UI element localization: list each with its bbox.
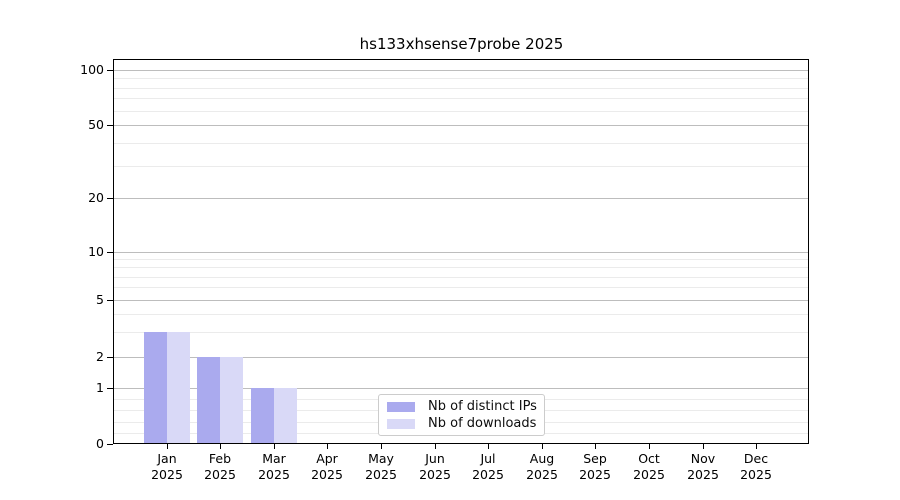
x-tick-label: Feb 2025 <box>190 451 250 482</box>
x-tick <box>167 444 168 449</box>
x-tick-label-month: Dec <box>743 451 769 466</box>
y-tick <box>107 444 113 445</box>
y-tick-label: 20 <box>88 190 104 205</box>
y-gridline-minor <box>114 332 809 333</box>
y-gridline-major <box>114 252 809 253</box>
x-tick-label-month: Oct <box>638 451 660 466</box>
x-tick <box>756 444 757 449</box>
x-tick <box>542 444 543 449</box>
x-tick-label-year: 2025 <box>472 466 504 482</box>
x-tick <box>488 444 489 449</box>
legend-swatch <box>387 401 415 412</box>
x-tick <box>274 444 275 449</box>
y-gridline-major <box>114 388 809 389</box>
y-tick-label: 2 <box>96 349 104 364</box>
bar-distinct-ips <box>144 332 167 444</box>
y-tick <box>107 300 113 301</box>
x-tick-label-year: 2025 <box>311 466 343 482</box>
x-tick <box>595 444 596 449</box>
y-tick <box>107 70 113 71</box>
x-tick-label-year: 2025 <box>151 466 183 482</box>
legend-swatch <box>387 418 415 429</box>
x-tick-label: Mar 2025 <box>244 451 304 482</box>
x-tick-label-year: 2025 <box>419 466 451 482</box>
y-tick <box>107 252 113 253</box>
x-tick <box>649 444 650 449</box>
legend-item-label: Nb of downloads <box>428 416 537 431</box>
bar-distinct-ips <box>251 388 274 444</box>
x-tick-label: Aug 2025 <box>512 451 572 482</box>
x-tick-label: Nov 2025 <box>673 451 733 482</box>
x-tick-label-year: 2025 <box>258 466 290 482</box>
x-tick-label-month: Sep <box>583 451 607 466</box>
x-tick-label: Oct 2025 <box>619 451 679 482</box>
x-tick-label: Apr 2025 <box>297 451 357 482</box>
y-gridline-minor <box>114 98 809 99</box>
y-gridline-minor <box>114 314 809 315</box>
legend-item: Nb of downloads <box>387 416 536 431</box>
y-gridline-major <box>114 70 809 71</box>
x-tick-label-month: Mar <box>262 451 286 466</box>
x-tick <box>381 444 382 449</box>
legend-item-label: Nb of distinct IPs <box>428 399 537 414</box>
x-tick-label: Dec 2025 <box>726 451 786 482</box>
x-tick-label-year: 2025 <box>740 466 772 482</box>
y-tick <box>107 198 113 199</box>
x-tick <box>435 444 436 449</box>
x-tick-label-month: Jun <box>425 451 445 466</box>
x-tick-label: Jan 2025 <box>137 451 197 482</box>
x-tick <box>220 444 221 449</box>
y-gridline-minor <box>114 277 809 278</box>
plot-area <box>113 59 809 444</box>
y-gridline-minor <box>114 143 809 144</box>
bar-downloads <box>167 332 190 444</box>
y-gridline-minor <box>114 259 809 260</box>
x-tick-label-year: 2025 <box>204 466 236 482</box>
x-tick-label: Jul 2025 <box>458 451 518 482</box>
x-tick-label-year: 2025 <box>687 466 719 482</box>
chart-title: hs133xhsense7probe 2025 <box>359 35 564 53</box>
x-tick-label-year: 2025 <box>526 466 558 482</box>
x-tick-label-month: Feb <box>208 451 232 466</box>
legend: Nb of distinct IPs Nb of downloads <box>378 394 545 436</box>
x-tick-label-month: Jan <box>157 451 177 466</box>
y-tick-label: 5 <box>96 292 104 307</box>
y-tick-label: 0 <box>96 436 104 451</box>
x-tick <box>703 444 704 449</box>
y-gridline-major <box>114 198 809 199</box>
x-tick-label-year: 2025 <box>633 466 665 482</box>
y-gridline-major <box>114 300 809 301</box>
y-gridline-minor <box>114 287 809 288</box>
x-tick-label-month: Jul <box>480 451 496 466</box>
bar-downloads <box>220 357 243 444</box>
x-tick-label: Sep 2025 <box>565 451 625 482</box>
y-gridline-major <box>114 125 809 126</box>
y-gridline-major <box>114 357 809 358</box>
legend-item: Nb of distinct IPs <box>387 399 537 414</box>
x-tick-label: May 2025 <box>351 451 411 482</box>
y-tick-label: 10 <box>88 244 104 259</box>
x-tick-label-month: Nov <box>690 451 716 466</box>
x-tick-label-year: 2025 <box>365 466 397 482</box>
x-tick-label-year: 2025 <box>579 466 611 482</box>
x-tick-label-month: Apr <box>316 451 338 466</box>
x-tick-label-month: Aug <box>529 451 555 466</box>
bar-distinct-ips <box>197 357 220 444</box>
y-gridline-minor <box>114 267 809 268</box>
y-tick <box>107 125 113 126</box>
y-gridline-minor <box>114 111 809 112</box>
bar-downloads <box>274 388 297 444</box>
x-tick-label-month: May <box>368 451 394 466</box>
y-tick-label: 1 <box>96 380 104 395</box>
y-tick <box>107 388 113 389</box>
y-gridline-minor <box>114 78 809 79</box>
y-tick-label: 50 <box>88 117 104 132</box>
y-tick-label: 100 <box>80 62 104 77</box>
x-tick-label: Jun 2025 <box>405 451 465 482</box>
y-gridline-minor <box>114 166 809 167</box>
x-tick <box>327 444 328 449</box>
y-gridline-minor <box>114 88 809 89</box>
y-tick <box>107 357 113 358</box>
